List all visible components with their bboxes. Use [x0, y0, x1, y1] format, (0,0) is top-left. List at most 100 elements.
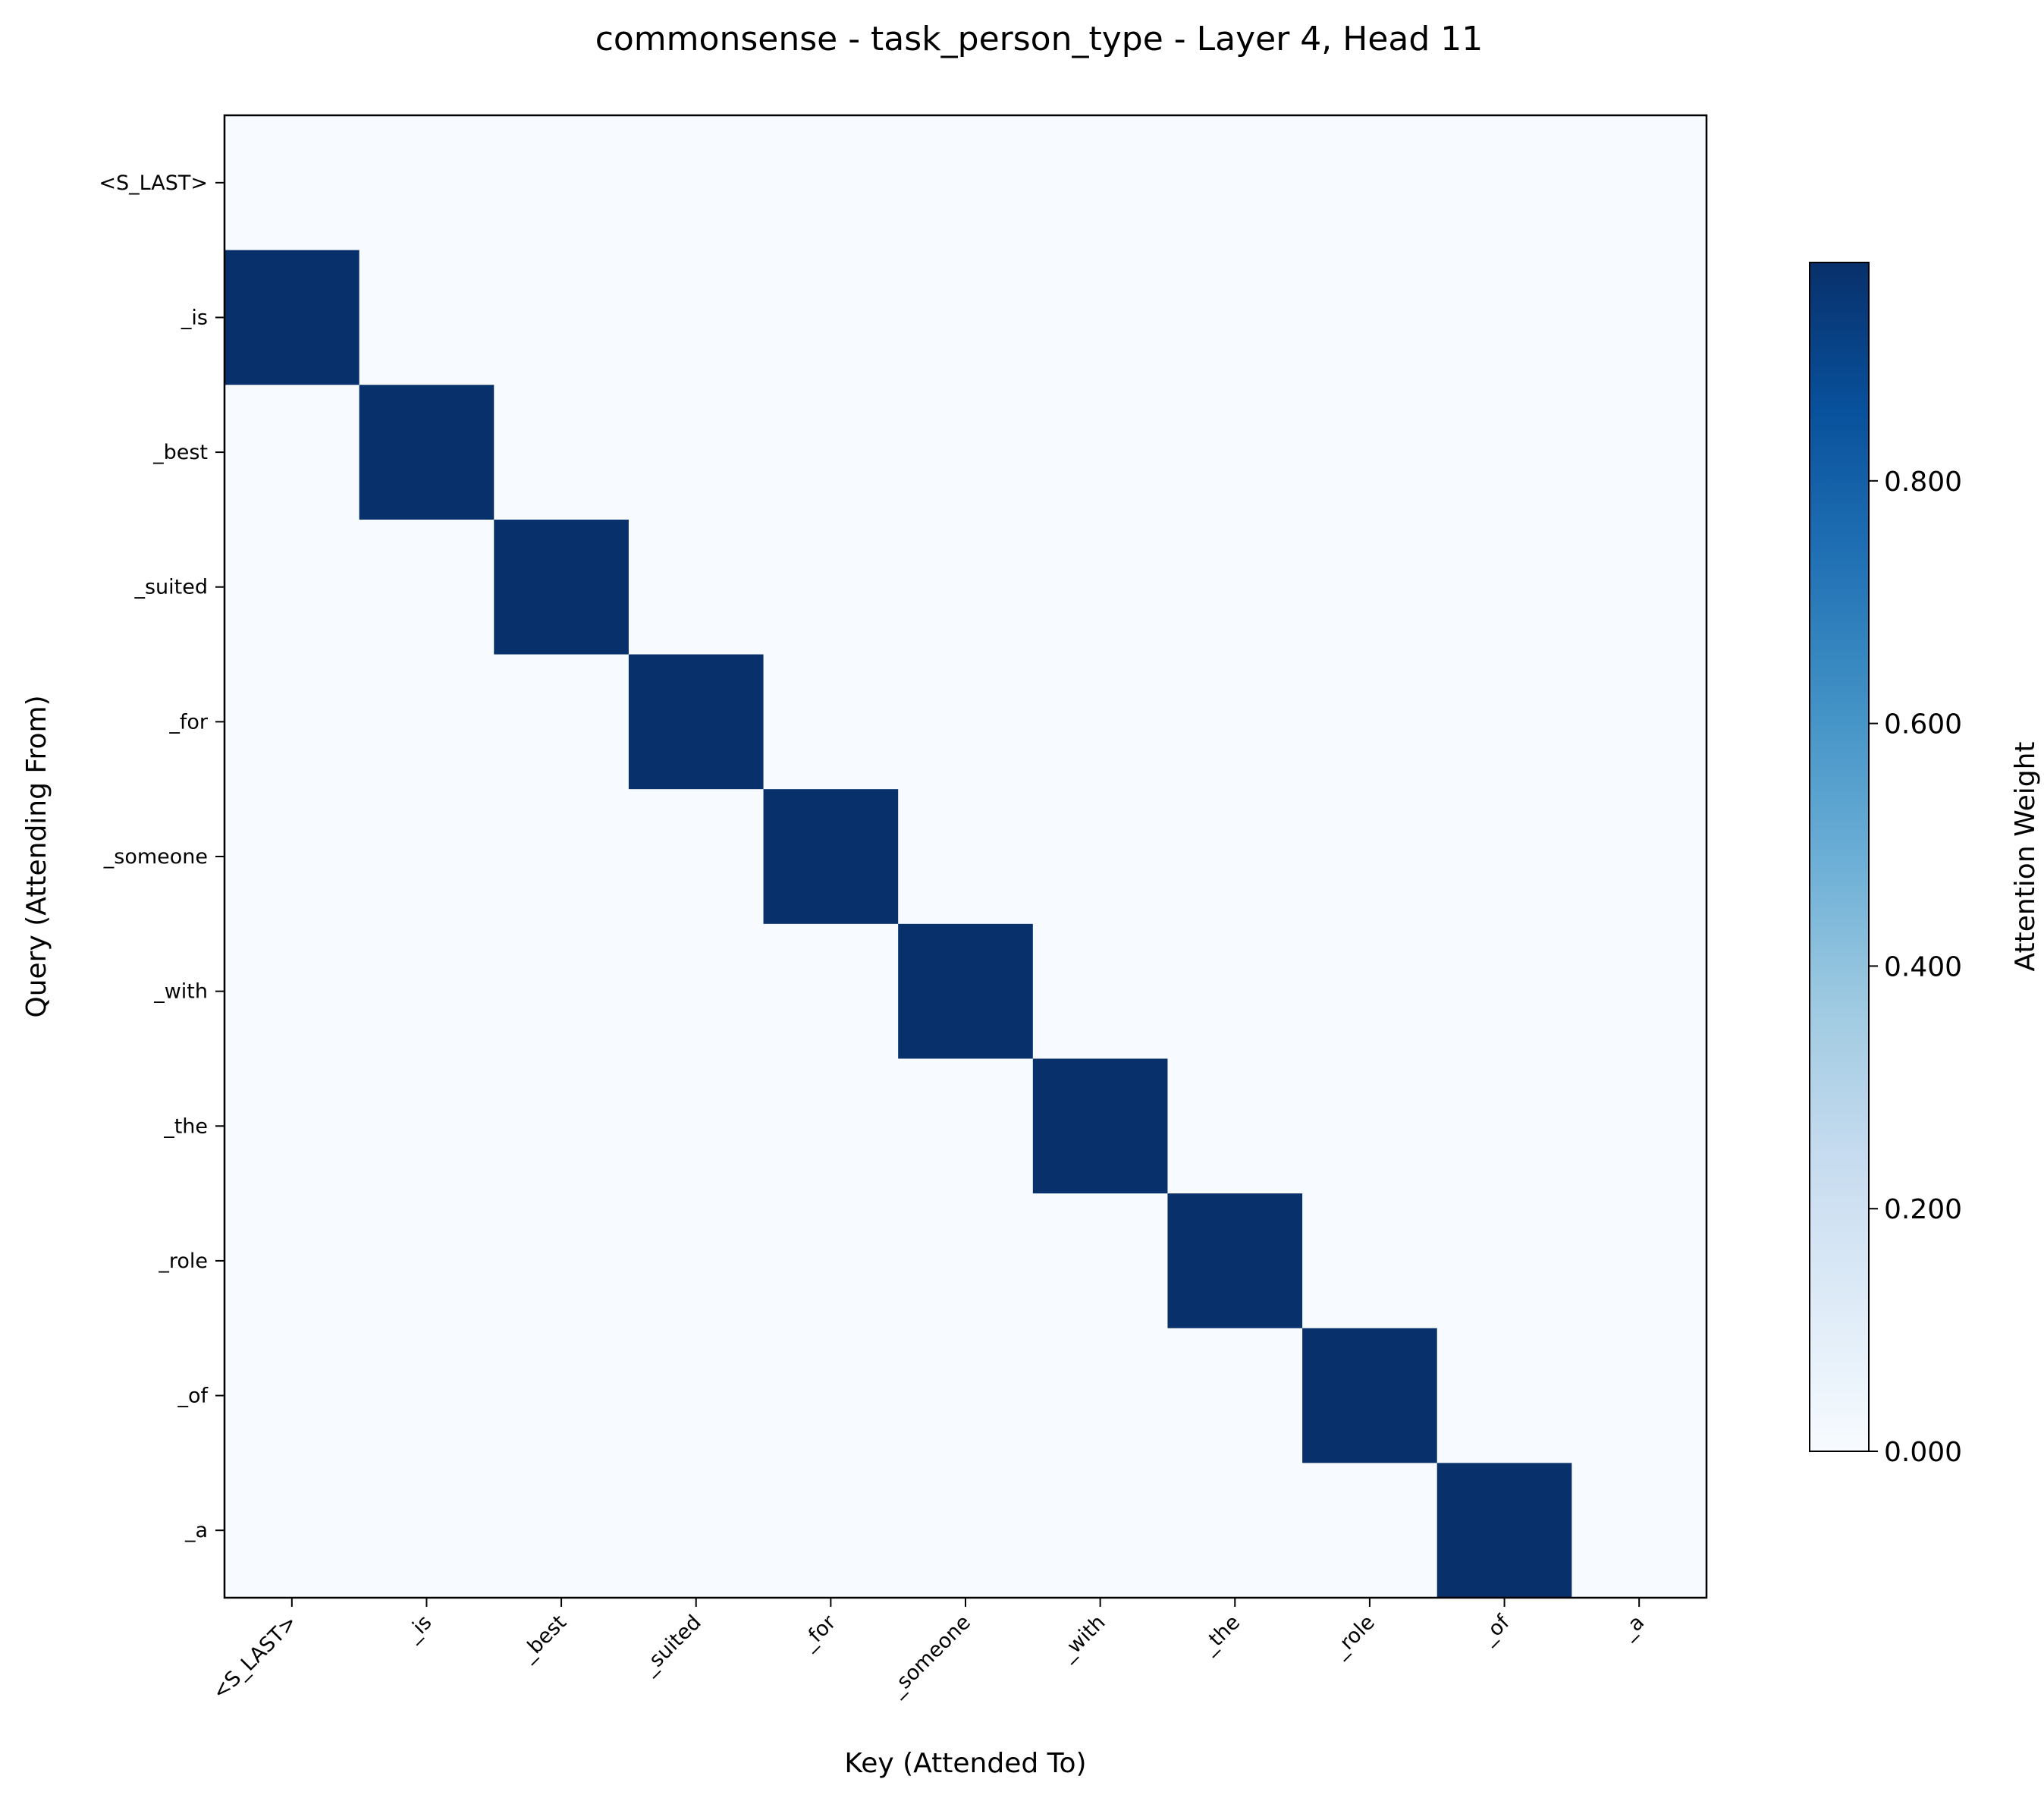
heatmap-cell	[1032, 923, 1168, 1059]
x-tick-label: _role	[1328, 1611, 1380, 1662]
x-tick-label: _of	[1476, 1610, 1515, 1649]
heatmap-cell	[1436, 1463, 1572, 1598]
heatmap-cell	[1032, 1058, 1168, 1194]
heatmap-cell	[224, 1328, 360, 1463]
heatmap-cell	[1167, 115, 1303, 251]
heatmap-cell	[1302, 1328, 1438, 1463]
heatmap-cell	[1436, 519, 1572, 655]
heatmap-cell	[494, 1328, 630, 1463]
y-tick-label: _of	[177, 1385, 209, 1408]
heatmap-cell	[1571, 1058, 1707, 1194]
heatmap-cell	[628, 115, 765, 251]
heatmap-cell	[1167, 654, 1303, 790]
x-tick-label: _best	[516, 1611, 571, 1666]
heatmap-cell	[1032, 250, 1168, 385]
heatmap-cell	[1436, 1193, 1572, 1329]
heatmap-cell	[1571, 1463, 1707, 1598]
heatmap-cell	[494, 654, 630, 790]
heatmap-cell	[224, 654, 360, 790]
heatmap-cell	[628, 1193, 765, 1329]
heatmap-cell	[763, 250, 899, 385]
x-axis-label: Key (Attended To)	[844, 1748, 1086, 1779]
heatmap-cell	[494, 385, 630, 520]
heatmap-cell	[494, 250, 630, 385]
heatmap-cell	[1571, 1193, 1707, 1329]
heatmap-cell	[763, 923, 899, 1059]
heatmap-cell	[763, 519, 899, 655]
heatmap-cell	[359, 1328, 495, 1463]
y-tick-label: _for	[168, 710, 209, 734]
x-tick-label: _for	[796, 1610, 841, 1655]
y-tick-label: _best	[152, 441, 208, 464]
heatmap-cell	[628, 1328, 765, 1463]
heatmap-cell	[1436, 789, 1572, 925]
heatmap-cell	[224, 519, 360, 655]
heatmap-cell	[1302, 1058, 1438, 1194]
x-tick-label: <S_LAST>	[208, 1611, 302, 1705]
x-tick-label: _is	[400, 1611, 436, 1646]
heatmap-cell	[763, 1463, 899, 1598]
heatmap-cell	[628, 250, 765, 385]
heatmap-cell	[359, 115, 495, 251]
y-tick-label: _someone	[103, 845, 208, 869]
heatmap-cell	[1436, 250, 1572, 385]
heatmap-cell	[898, 1463, 1034, 1598]
x-tick-label: _suited	[637, 1611, 706, 1680]
chart-title: commonsense - task_person_type - Layer 4…	[595, 20, 1484, 58]
heatmap-cell	[1302, 1193, 1438, 1329]
heatmap-cell	[359, 519, 495, 655]
heatmap-cell	[763, 1058, 899, 1194]
heatmap-cell	[763, 654, 899, 790]
heatmap-cell	[898, 519, 1034, 655]
heatmap-cell	[494, 1058, 630, 1194]
heatmap-cell	[1302, 789, 1438, 925]
y-tick-label: _the	[163, 1114, 208, 1138]
heatmap-cell	[494, 923, 630, 1059]
heatmap-cell	[898, 115, 1034, 251]
heatmap-cell	[224, 1193, 360, 1329]
heatmap-cell	[1167, 519, 1303, 655]
heatmap-cell	[224, 250, 360, 385]
heatmap-cell	[1571, 1328, 1707, 1463]
heatmap-cell	[628, 385, 765, 520]
heatmap-cell	[898, 789, 1034, 925]
x-tick-label: _a	[1615, 1611, 1649, 1644]
heatmap-cell	[494, 1463, 630, 1598]
heatmap-cell	[1436, 385, 1572, 520]
heatmap-cell	[1302, 250, 1438, 385]
colorbar-tick-label: 0.600	[1884, 709, 1962, 740]
heatmap-cell	[628, 923, 765, 1059]
heatmap-cell	[1436, 115, 1572, 251]
heatmap-cell	[1032, 1463, 1168, 1598]
heatmap-cell	[224, 1463, 360, 1598]
y-axis-ticks: <S_LAST> _is _best _suited _for _someone _with…	[99, 171, 224, 1542]
heatmap-cell	[1571, 385, 1707, 520]
heatmap-cell	[224, 789, 360, 925]
heatmap-cell	[1167, 385, 1303, 520]
heatmap-cell	[1167, 250, 1303, 385]
heatmap-cell	[359, 1463, 495, 1598]
heatmap-cells	[224, 115, 1707, 1598]
heatmap-cell	[1032, 115, 1168, 251]
y-tick-label: _with	[153, 980, 208, 1004]
heatmap-cell	[1302, 1463, 1438, 1598]
heatmap-cell	[763, 1193, 899, 1329]
heatmap-cell	[763, 115, 899, 251]
heatmap-cell	[898, 250, 1034, 385]
heatmap-cell	[628, 789, 765, 925]
heatmap-cell	[1571, 115, 1707, 251]
heatmap-cell	[1032, 385, 1168, 520]
heatmap-cell	[1302, 654, 1438, 790]
colorbar-tick-label: 0.400	[1884, 951, 1962, 982]
y-tick-label: <S_LAST>	[99, 171, 208, 195]
heatmap-cell	[1032, 1328, 1168, 1463]
heatmap-cell	[494, 789, 630, 925]
colorbar-label: Attention Weight	[2010, 741, 2041, 971]
heatmap-cell	[359, 1193, 495, 1329]
y-tick-label: _is	[181, 306, 208, 329]
heatmap-cell	[1167, 1058, 1303, 1194]
colorbar	[1809, 262, 1870, 1452]
heatmap-cell	[224, 1058, 360, 1194]
heatmap-cell	[359, 385, 495, 520]
colorbar-tick-label: 0.800	[1884, 467, 1962, 498]
